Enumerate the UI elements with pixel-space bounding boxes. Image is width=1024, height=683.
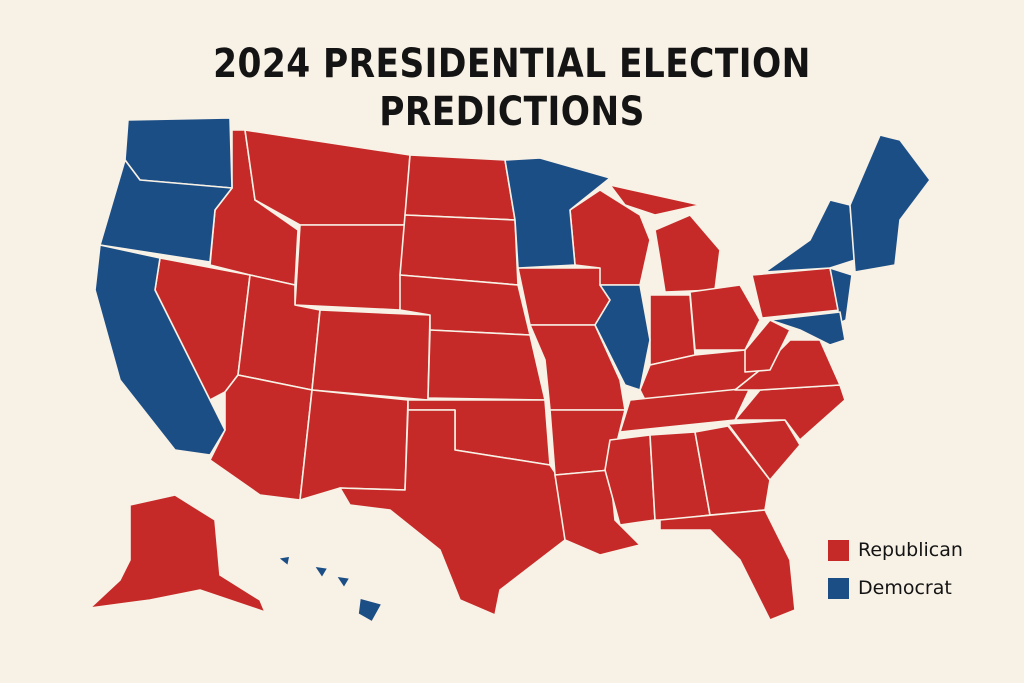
state bbox=[311, 309, 431, 401]
state bbox=[849, 134, 931, 273]
democrat-states bbox=[94, 117, 931, 623]
state bbox=[313, 565, 329, 579]
state bbox=[594, 284, 651, 391]
state bbox=[357, 597, 383, 623]
legend-item: Republican bbox=[828, 539, 963, 561]
state bbox=[751, 267, 841, 319]
state bbox=[277, 555, 291, 567]
state bbox=[427, 329, 546, 401]
state bbox=[399, 214, 519, 286]
state bbox=[659, 509, 796, 621]
state bbox=[89, 494, 266, 613]
state bbox=[339, 409, 566, 616]
state bbox=[764, 199, 856, 273]
state bbox=[94, 244, 226, 456]
state bbox=[504, 157, 611, 269]
state bbox=[517, 267, 611, 326]
legend-swatch bbox=[828, 577, 849, 599]
state bbox=[209, 374, 313, 501]
legend-label: Democrat bbox=[858, 577, 952, 599]
state bbox=[604, 434, 656, 526]
state bbox=[404, 154, 516, 221]
title: 2024 PRESIDENTIAL ELECTION PREDICTIONS bbox=[0, 40, 1024, 136]
state bbox=[744, 319, 791, 373]
state bbox=[335, 575, 351, 589]
state bbox=[727, 419, 801, 481]
title-line: PREDICTIONS bbox=[379, 89, 645, 135]
state bbox=[649, 294, 696, 366]
state bbox=[299, 389, 409, 501]
state bbox=[294, 224, 406, 311]
state bbox=[689, 284, 761, 351]
legend-item: Democrat bbox=[828, 577, 952, 599]
state bbox=[609, 184, 701, 216]
state bbox=[654, 214, 721, 293]
state bbox=[769, 311, 846, 346]
title-line: 2024 PRESIDENTIAL ELECTION bbox=[213, 41, 811, 87]
state bbox=[694, 425, 771, 516]
republican-states bbox=[89, 129, 846, 621]
legend-swatch bbox=[828, 539, 849, 561]
legend-label: Republican bbox=[858, 539, 963, 561]
